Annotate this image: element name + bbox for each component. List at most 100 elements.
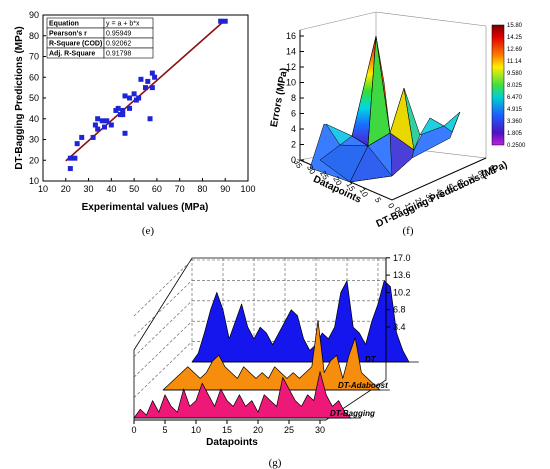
- x-tick-label: 50: [129, 184, 139, 194]
- data-point: [136, 95, 142, 101]
- colorbar-labels: 15.80 14.25 12.69 11.14 9.580 8.025 6.470 4.915…: [507, 23, 526, 149]
- data-point: [120, 107, 126, 113]
- z-tick-label: 10.2: [393, 287, 411, 297]
- x-tick-label: 60: [152, 184, 162, 194]
- series-label: DT-Bagging: [330, 409, 375, 418]
- caption-e: (e): [142, 225, 155, 237]
- z-tick-label: 16: [286, 31, 296, 41]
- scatter-ticks: 10 20 30 40 50 60 70 80 90 100 10 20 30 40 50 60 70 80 90: [29, 10, 256, 194]
- data-point: [104, 118, 110, 124]
- y-tick-label: 20: [29, 155, 39, 165]
- y-tick-label: 40: [29, 114, 39, 124]
- x-tick-label: 10: [38, 184, 48, 194]
- x-tick-label: 30: [315, 425, 325, 435]
- series-area-dt: [191, 280, 410, 363]
- x-tick-label: 25: [284, 425, 294, 435]
- surface-z-ticks: 0 2 4 6 8 10 12 14 16: [286, 31, 304, 165]
- data-point: [108, 122, 114, 128]
- colorbar: [491, 24, 505, 146]
- ridgeline-series-labels: DT DT-Adaboost DT-Bagging: [330, 355, 388, 418]
- ridgeline-x-label: Datapoints: [206, 437, 258, 448]
- x-tick-label: 70: [175, 184, 185, 194]
- x-tick-label: 0: [131, 425, 136, 435]
- grid-line: [133, 280, 193, 337]
- data-point: [131, 91, 137, 97]
- z-tick-label: 8: [291, 93, 296, 103]
- colorbar-label: 14.25: [507, 35, 523, 41]
- table-row-value: 0.92062: [106, 41, 131, 48]
- colorbar-label: 1.805: [507, 131, 523, 137]
- colorbar-label: 3.360: [507, 119, 523, 125]
- grid-line: [133, 300, 193, 358]
- stats-table: Equation y = a + b*x Pearson's r 0.95949 R-S…: [46, 17, 154, 59]
- data-point: [149, 85, 155, 91]
- caption-g: (g): [269, 457, 282, 469]
- grid-line: [133, 259, 193, 317]
- z-tick-label: 3.4: [393, 322, 406, 332]
- x-tick-label: 20: [253, 425, 263, 435]
- colorbar-label: 12.69: [507, 47, 523, 53]
- colorbar-label: 9.580: [507, 71, 523, 77]
- scatter-y-label: DT-Bagging Predictions (MPa): [14, 26, 25, 169]
- data-point: [145, 78, 151, 84]
- data-point: [127, 105, 133, 111]
- scatter-x-label: Experimental values (MPa): [82, 202, 209, 213]
- z-tick-label: 14: [286, 47, 296, 57]
- colorbar-label: 15.80: [507, 23, 523, 29]
- data-point: [222, 18, 228, 24]
- data-point: [92, 122, 98, 128]
- ridgeline-series: [133, 280, 419, 419]
- table-row-label: R-Square (COD): [49, 41, 102, 48]
- table-row-value: 0.95949: [106, 31, 131, 38]
- x-tick-label: 80: [197, 184, 207, 194]
- error-surface: [309, 35, 461, 183]
- table-row-label: Pearson's r: [49, 31, 87, 38]
- data-point: [120, 112, 126, 118]
- z-tick-label: 13.6: [393, 270, 411, 280]
- x-tick-label: 10: [191, 425, 201, 435]
- data-point: [67, 166, 73, 172]
- colorbar-label: 11.14: [507, 59, 522, 65]
- data-point: [149, 70, 155, 76]
- z-tick-label: 17.0: [393, 253, 411, 263]
- table-cell: [103, 47, 154, 59]
- y-tick-label: 90: [29, 10, 39, 20]
- series-label: DT: [365, 355, 377, 364]
- y-tick-label: 10: [29, 176, 39, 186]
- z-tick-label: 10: [286, 78, 296, 88]
- grid-line: [133, 320, 193, 378]
- data-point: [95, 126, 101, 132]
- series-area-dt-adaboost: [162, 320, 381, 391]
- data-point: [102, 124, 107, 130]
- grid-line: [133, 341, 193, 398]
- z-tick-label: 6: [291, 109, 296, 119]
- x-tick-label: 5: [162, 425, 167, 435]
- data-point: [152, 74, 158, 80]
- x-tick-label: 100: [240, 184, 255, 194]
- x-tick-label: 0: [386, 202, 396, 211]
- data-point: [122, 130, 128, 136]
- y-tick-label: 60: [29, 72, 39, 82]
- table-row-label: Equation: [49, 21, 79, 28]
- data-point: [115, 105, 121, 111]
- z-tick-label: 6.8: [393, 305, 406, 315]
- x-tick-label: 15: [222, 425, 232, 435]
- table-row-value: y = a + b*x: [106, 21, 140, 28]
- x-tick-label: 5: [373, 196, 383, 205]
- colorbar-label: 4.915: [507, 107, 523, 113]
- series-label: DT-Adaboost: [338, 381, 388, 390]
- data-point: [95, 116, 101, 122]
- data-point: [127, 95, 133, 101]
- caption-f: (f): [403, 225, 414, 237]
- data-point: [67, 155, 73, 161]
- x-tick-label: 40: [106, 184, 116, 194]
- surface-z-label: Errors (MPa): [269, 67, 290, 128]
- data-point: [218, 18, 224, 24]
- scatter-panel: 10 20 30 40 50 60 70 80 90 100102030405060708090 …: [14, 10, 256, 237]
- colorbar-label: 0.2500: [507, 143, 526, 149]
- x-tick-label: 90: [220, 184, 230, 194]
- data-point: [79, 134, 85, 140]
- data-point: [147, 116, 153, 122]
- ridgeline-x-ticks: 0 5 10 15 20 25 30: [131, 419, 326, 435]
- data-point: [138, 76, 144, 82]
